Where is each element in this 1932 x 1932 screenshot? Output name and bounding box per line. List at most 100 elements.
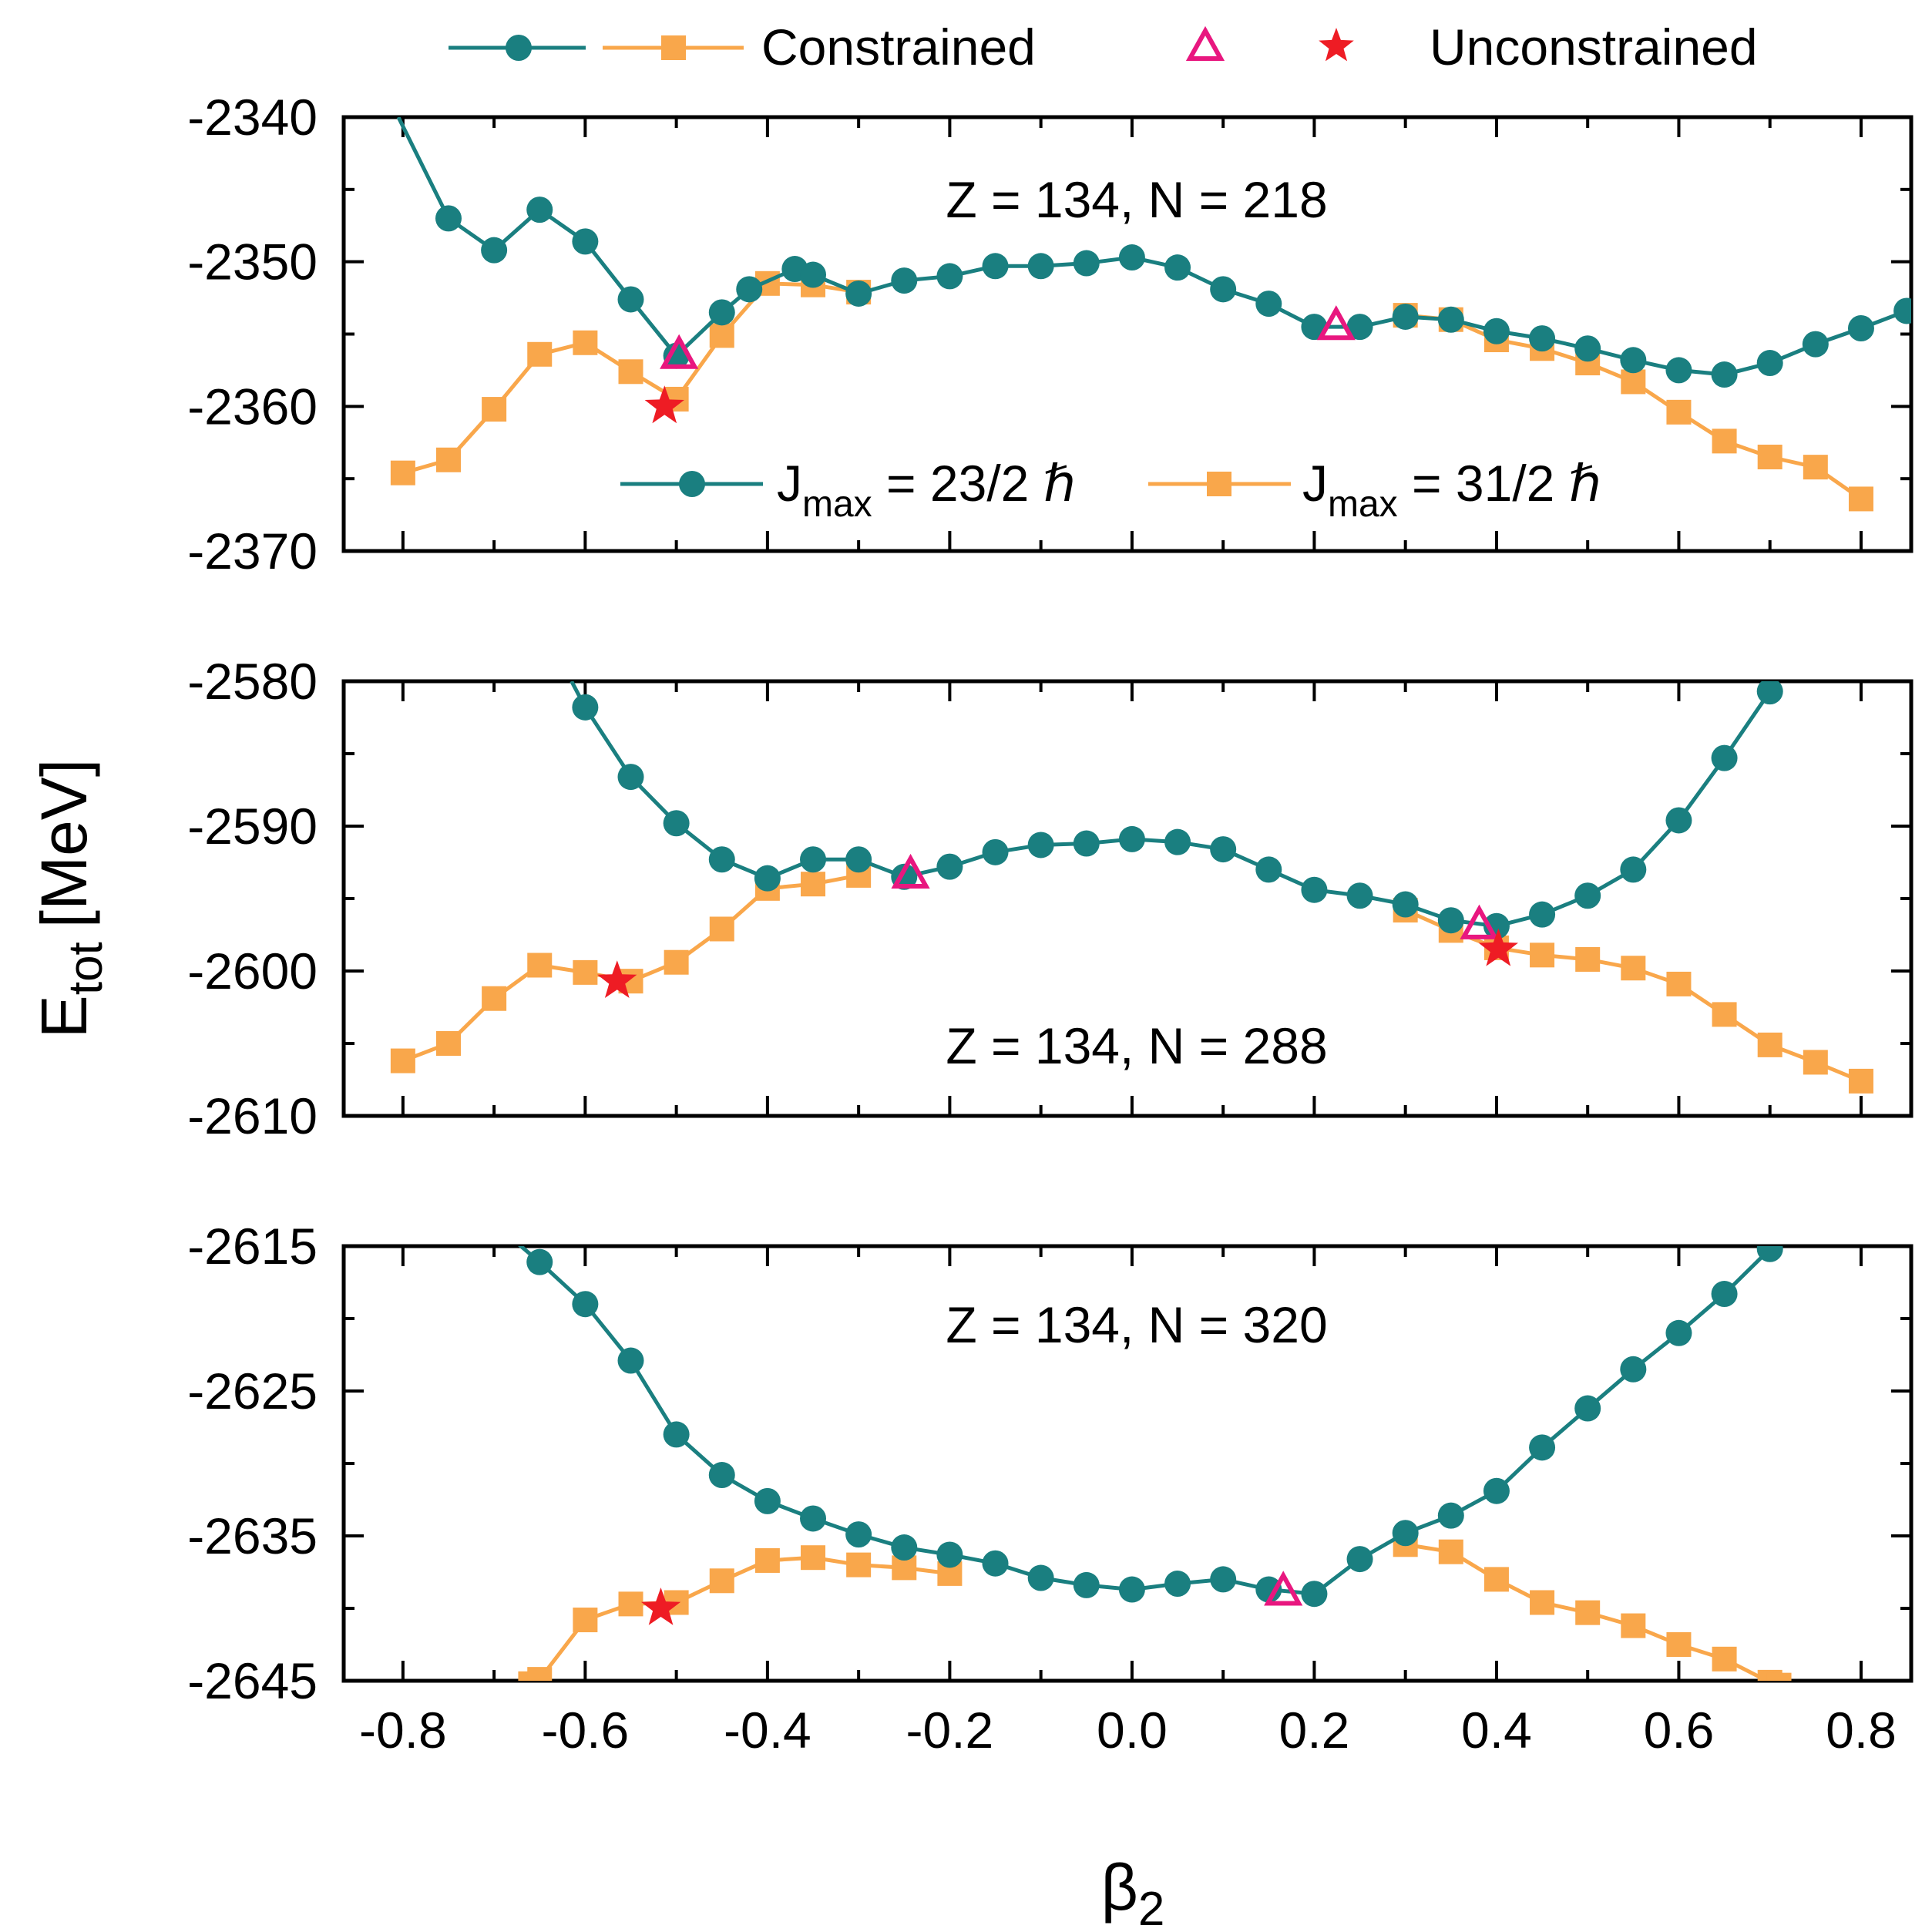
x-tick-label: -0.8 [359, 1702, 447, 1759]
x-tick-labels: -0.8 -0.6 -0.4 -0.2 0.0 0.2 0.4 0.6 0.8 [359, 1702, 1897, 1759]
constrained-triangle [891, 853, 930, 889]
legend-star-marker [1319, 28, 1354, 62]
teal-point [1346, 314, 1373, 341]
orange-point [709, 1568, 734, 1594]
orange-point [1666, 1632, 1692, 1657]
legend-jmax-23: Jmax = 23/2 ℏ [777, 455, 1076, 525]
teal-point [1483, 1477, 1510, 1504]
y-tick-label: -2580 [187, 653, 318, 710]
orange-point [1575, 1600, 1601, 1625]
y-tick-label: -2360 [187, 378, 318, 435]
teal-point [1574, 335, 1601, 362]
orange-point [390, 460, 415, 486]
teal-point [891, 1534, 918, 1561]
orange-point [1712, 1002, 1737, 1027]
y-tick-label: -2350 [187, 234, 318, 291]
orange-point [801, 872, 826, 897]
teal-point [1255, 856, 1282, 883]
teal-point [1164, 828, 1191, 855]
y-tick-label: -2645 [187, 1652, 318, 1709]
teal-point [1118, 825, 1145, 852]
teal-point [982, 1550, 1009, 1577]
orange-point [573, 330, 598, 355]
constrained-triangle [1316, 305, 1356, 341]
teal-point [1756, 350, 1783, 377]
teal-point [1620, 347, 1647, 374]
teal-point [526, 197, 553, 223]
teal-point [1255, 291, 1282, 318]
teal-point [1529, 901, 1556, 928]
teal-point [845, 846, 872, 873]
teal-point [1027, 253, 1054, 280]
panel-title: Z = 134, N = 218 [946, 171, 1327, 228]
orange-point [1757, 1032, 1782, 1057]
teal-point [1027, 832, 1054, 858]
orange-point [1803, 1050, 1828, 1075]
teal-point [1073, 250, 1100, 277]
series-teal-line [396, 117, 1907, 377]
unconstrained-star [644, 385, 684, 424]
orange-point [1666, 399, 1692, 425]
orange-point [390, 1048, 415, 1074]
orange-point [754, 1547, 780, 1573]
x-axis-label: β2 [1101, 1851, 1165, 1932]
teal-point [708, 299, 735, 326]
orange-point [1530, 942, 1555, 968]
y-tick-label: -2600 [187, 942, 318, 1000]
teal-point [1847, 314, 1874, 341]
x-tick-label: 0.0 [1097, 1702, 1168, 1759]
teal-point [1346, 882, 1373, 909]
teal-point [1027, 1564, 1054, 1591]
teal-point [1164, 1571, 1191, 1598]
orange-point [1712, 1646, 1737, 1672]
orange-point [1666, 971, 1692, 996]
panel-series [390, 117, 1911, 512]
y-tick-label: -2370 [187, 522, 318, 580]
orange-point [1757, 445, 1782, 470]
teal-point [982, 838, 1009, 865]
teal-point [1756, 1246, 1783, 1262]
orange-point [709, 323, 734, 348]
y-tick-label: -2590 [187, 798, 318, 855]
teal-point [845, 1521, 872, 1548]
teal-point [1665, 1319, 1692, 1346]
x-tick-label: 0.4 [1461, 1702, 1532, 1759]
legend-inner: Jmax = 23/2 ℏ Jmax = 31/2 ℏ [620, 455, 1601, 525]
orange-point [1848, 486, 1873, 512]
teal-point [663, 810, 690, 837]
panel-title: Z = 134, N = 320 [946, 1296, 1327, 1353]
orange-point [1803, 455, 1828, 480]
constrained-triangle [660, 334, 699, 369]
teal-point [1756, 681, 1783, 705]
x-tick-label: 0.8 [1826, 1702, 1897, 1759]
orange-point [1575, 946, 1601, 972]
panel-ticks: -2580 -2590 -2600 -2610 [187, 653, 1911, 1144]
teal-point [1437, 1502, 1464, 1529]
teal-point [936, 1541, 963, 1568]
y-tick-label: -2615 [187, 1218, 318, 1275]
orange-point [664, 949, 689, 975]
teal-point [800, 846, 827, 873]
teal-point [1301, 876, 1328, 903]
series-teal-line [570, 681, 1772, 929]
orange-point [1712, 428, 1737, 454]
teal-point [526, 1248, 553, 1275]
series-orange-line [402, 873, 859, 1063]
teal-point [617, 286, 644, 313]
teal-point [572, 228, 599, 255]
x-tick-label: 0.6 [1644, 1702, 1715, 1759]
teal-point [936, 263, 963, 290]
orange-point [1621, 369, 1646, 395]
teal-point [736, 276, 763, 303]
panel-n218: -2340 -2350 -2360 -2370 Z = 134, N = 218 Jm… [187, 89, 1914, 580]
teal-point [1118, 1576, 1145, 1603]
y-tick-label: -2340 [187, 89, 318, 146]
orange-point [1848, 1068, 1873, 1094]
orange-point [1621, 956, 1646, 981]
legend-inner-orange-marker [1207, 472, 1231, 496]
teal-point [1118, 244, 1145, 271]
orange-point [1483, 1567, 1509, 1592]
teal-point [572, 694, 599, 721]
teal-point [936, 853, 963, 880]
